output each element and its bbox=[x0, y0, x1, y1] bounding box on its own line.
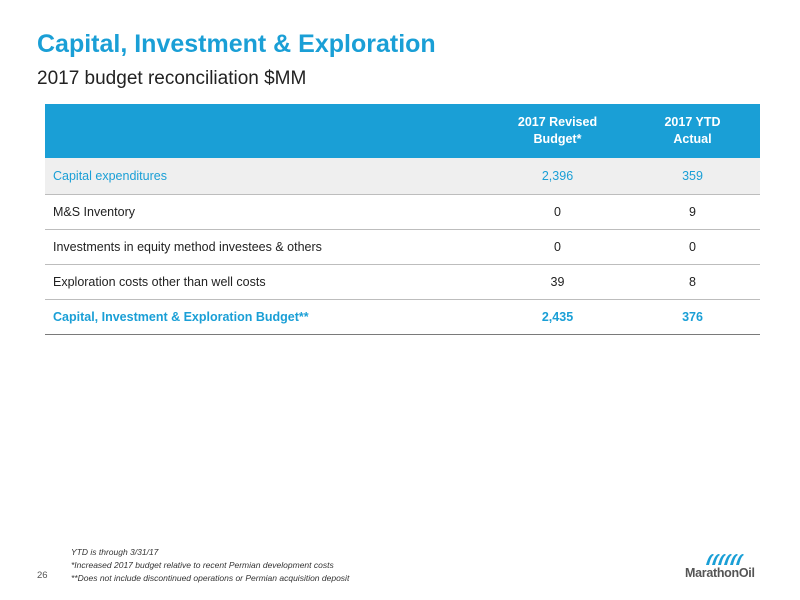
row-actual: 359 bbox=[682, 169, 703, 183]
header-ytd-actual: 2017 YTD Actual bbox=[625, 104, 760, 158]
row-label: Capital, Investment & Exploration Budget… bbox=[53, 310, 309, 324]
row-actual: 0 bbox=[689, 240, 696, 254]
row-budget: 2,396 bbox=[541, 169, 574, 183]
row-budget: 0 bbox=[554, 205, 561, 219]
row-actual: 8 bbox=[689, 275, 696, 289]
logo-text: MarathonOil bbox=[685, 566, 755, 580]
budget-table: 2017 Revised Budget* 2017 YTD Actual Cap… bbox=[45, 104, 760, 335]
page-title: Capital, Investment & Exploration bbox=[37, 30, 436, 58]
footnote: *Increased 2017 budget relative to recen… bbox=[71, 560, 334, 570]
table-row: Investments in equity method investees &… bbox=[45, 229, 760, 264]
header-ytd-actual-line1: 2017 YTD bbox=[664, 115, 721, 129]
table-row: M&S Inventory 0 9 bbox=[45, 194, 760, 229]
header-revised-budget: 2017 Revised Budget* bbox=[490, 104, 625, 158]
footnote: YTD is through 3/31/17 bbox=[71, 547, 159, 557]
table-row: Capital expenditures 2,396 359 bbox=[45, 158, 760, 194]
marathon-oil-logo: MarathonOil bbox=[685, 553, 765, 583]
header-revised-budget-line1: 2017 Revised bbox=[517, 115, 598, 129]
header-label-cell bbox=[45, 104, 490, 158]
header-revised-budget-line2: Budget* bbox=[533, 132, 582, 146]
row-budget: 2,435 bbox=[541, 310, 574, 324]
row-label: M&S Inventory bbox=[53, 205, 135, 219]
header-ytd-actual-line2: Actual bbox=[673, 132, 712, 146]
table-row: Exploration costs other than well costs … bbox=[45, 264, 760, 299]
row-label: Capital expenditures bbox=[53, 169, 167, 183]
footnotes: YTD is through 3/31/17 *Increased 2017 b… bbox=[71, 546, 349, 585]
row-label: Exploration costs other than well costs bbox=[53, 275, 266, 289]
logo-mark-icon bbox=[706, 554, 744, 565]
footnote: **Does not include discontinued operatio… bbox=[71, 573, 350, 583]
table-row-total: Capital, Investment & Exploration Budget… bbox=[45, 299, 760, 334]
row-actual: 376 bbox=[682, 310, 703, 324]
row-label: Investments in equity method investees &… bbox=[53, 240, 322, 254]
row-budget: 39 bbox=[550, 275, 565, 289]
table-header: 2017 Revised Budget* 2017 YTD Actual bbox=[45, 104, 760, 158]
row-actual: 9 bbox=[689, 205, 696, 219]
page-number: 26 bbox=[37, 570, 48, 581]
page-subtitle: 2017 budget reconciliation $MM bbox=[37, 68, 307, 89]
row-budget: 0 bbox=[554, 240, 561, 254]
